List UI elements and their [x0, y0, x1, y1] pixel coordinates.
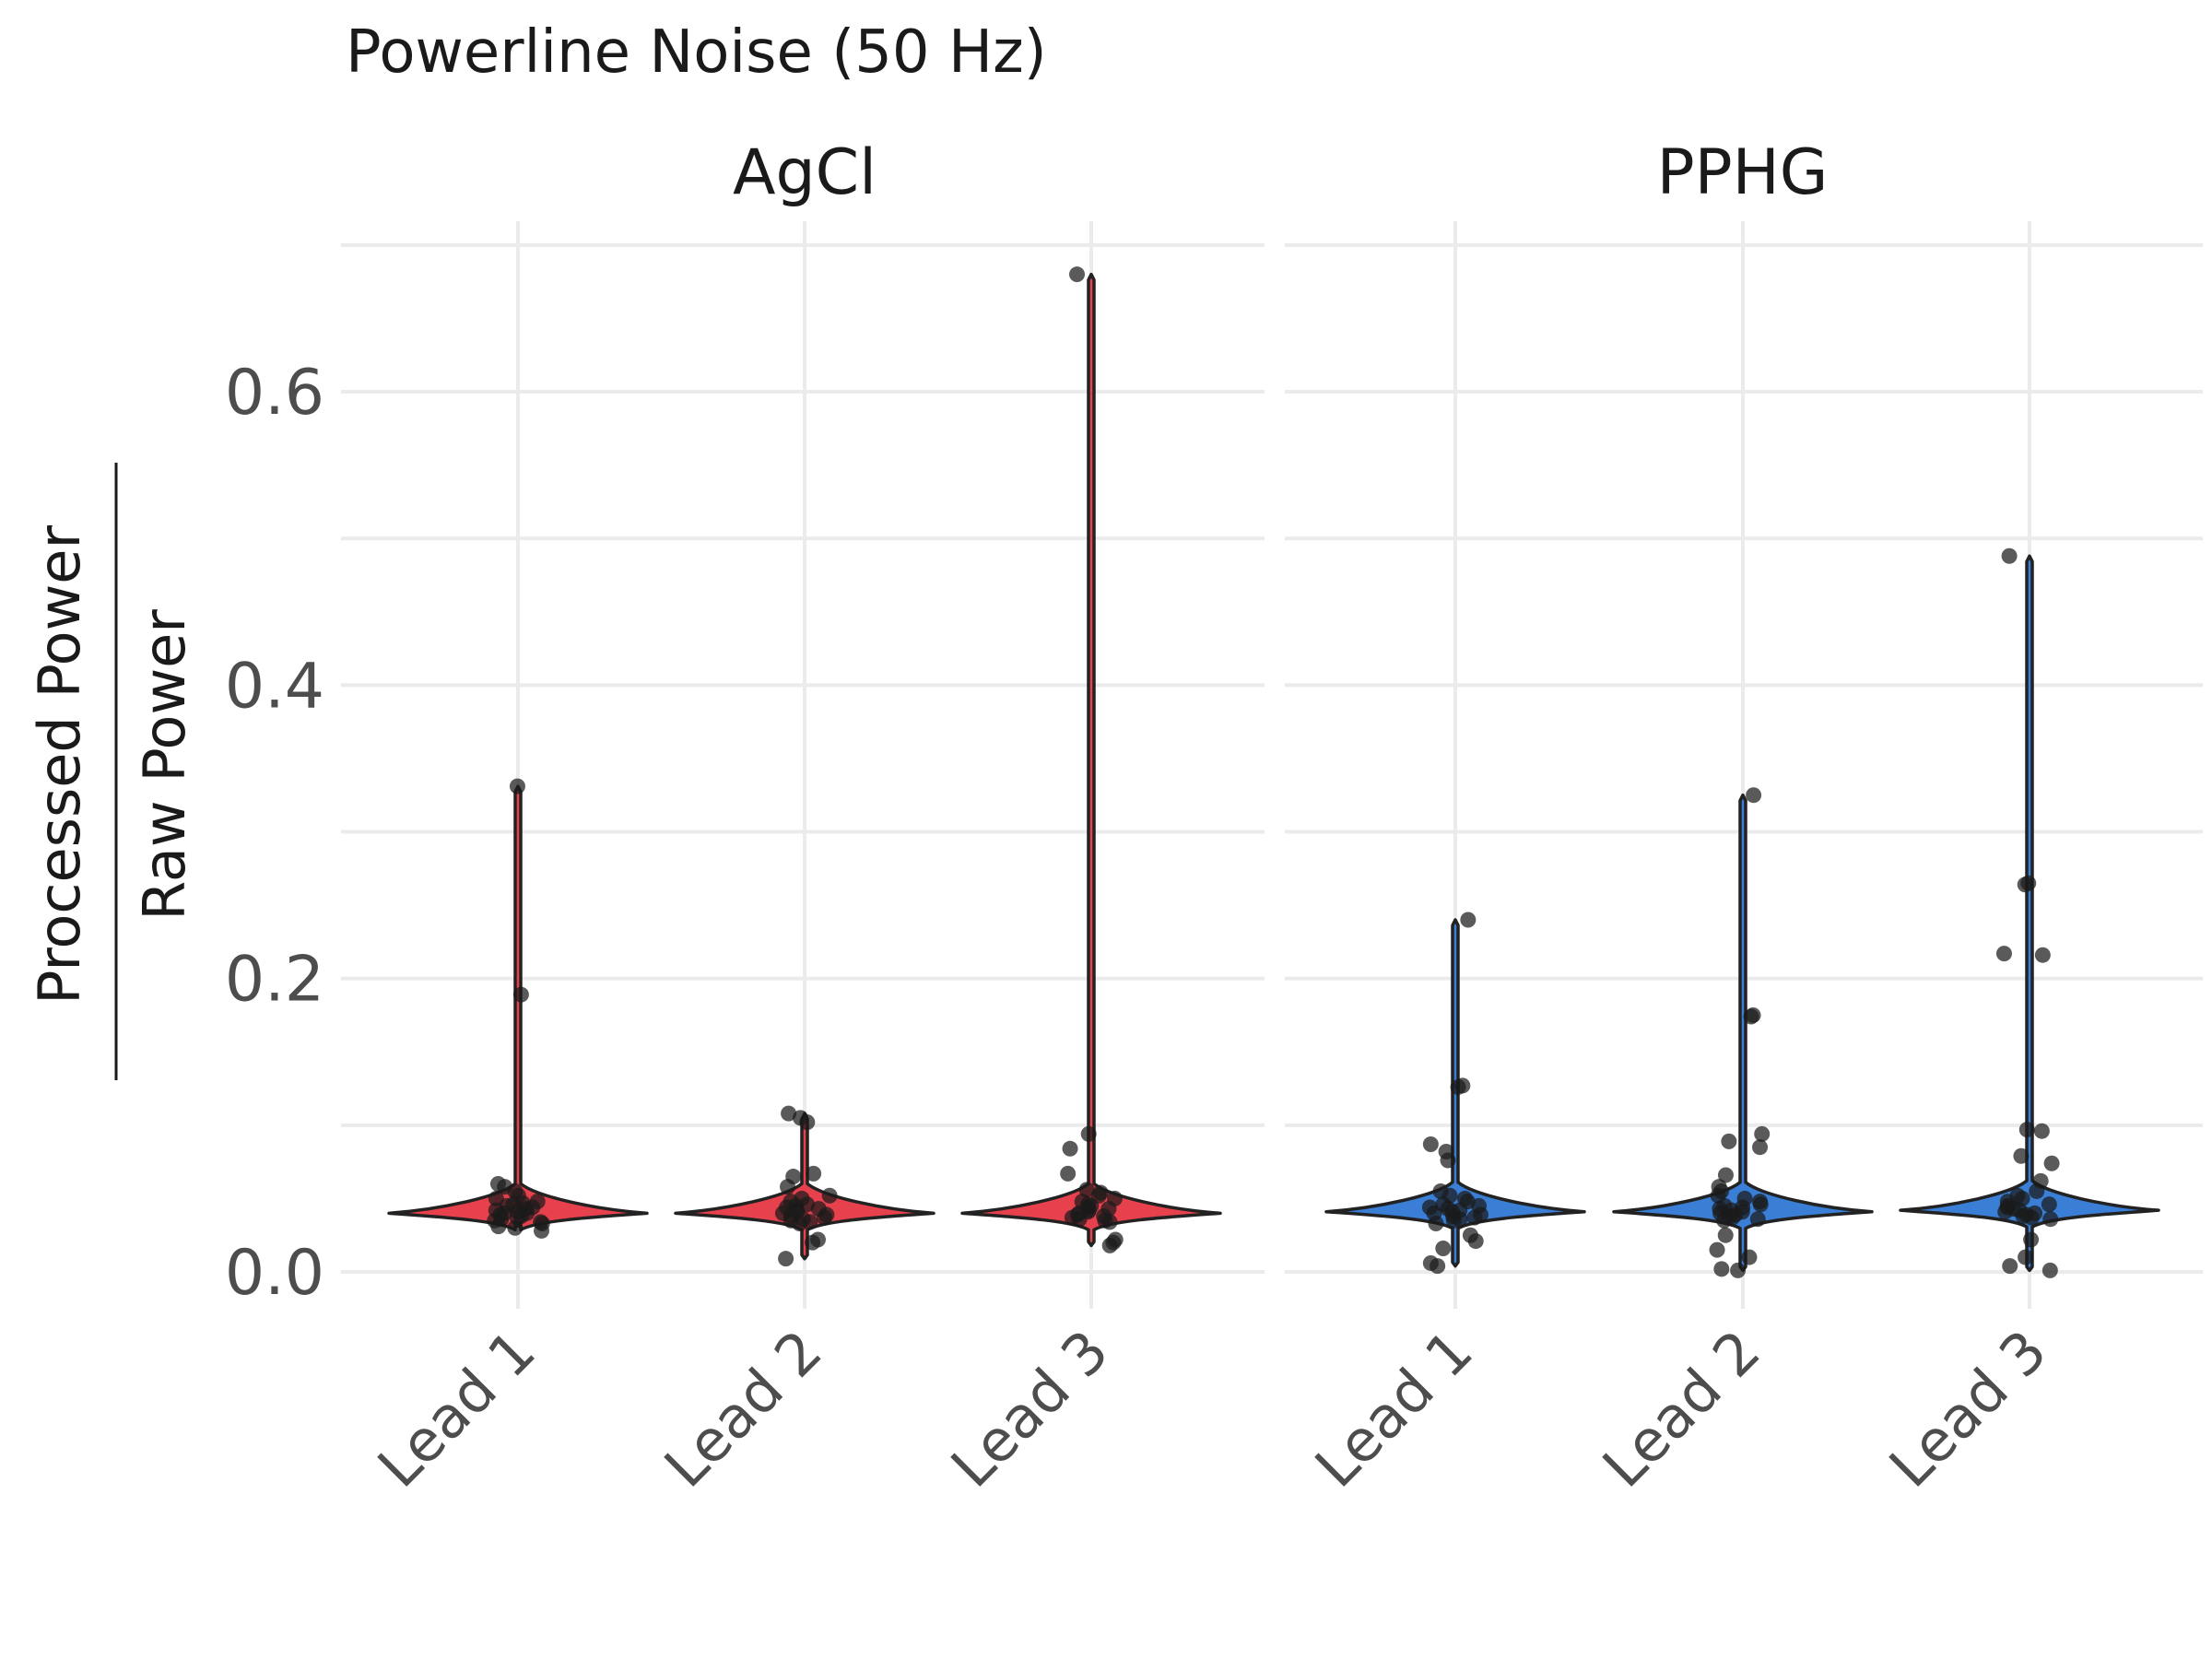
x-tick-label: Lead 3 [938, 1317, 1122, 1500]
data-point [1467, 1233, 1484, 1250]
y-axis-label: Processed Power Raw Power [26, 463, 198, 1080]
data-point [791, 1215, 807, 1231]
violin-group [1899, 547, 2160, 1278]
data-point [1101, 1214, 1118, 1230]
data-point [1440, 1152, 1456, 1169]
data-point [1743, 1008, 1759, 1025]
x-tick-label: Lead 2 [652, 1317, 835, 1500]
data-point [1730, 1262, 1747, 1278]
data-point [1752, 1139, 1769, 1156]
data-point [1060, 1165, 1077, 1182]
data-point [2029, 1182, 2045, 1199]
data-point [2033, 1123, 2050, 1139]
data-point [1713, 1261, 1730, 1277]
data-point [1460, 912, 1477, 928]
data-point [2018, 1122, 2035, 1138]
violin-group [674, 1105, 935, 1267]
data-point [806, 1165, 822, 1182]
data-point [778, 1251, 794, 1267]
y-axis-label-numerator: Processed Power [26, 525, 93, 1005]
data-point [1422, 1136, 1439, 1153]
data-point [1709, 1241, 1725, 1258]
data-point [490, 1218, 507, 1235]
data-point [781, 1105, 797, 1122]
data-point [1746, 787, 1762, 804]
x-tick-label: Lead 3 [1877, 1317, 2060, 1500]
data-point [1445, 1212, 1462, 1229]
data-point [2041, 1196, 2057, 1213]
data-point [1997, 1204, 2014, 1220]
data-point [821, 1187, 838, 1204]
data-point [1071, 1211, 1088, 1228]
x-tick-label: Lead 1 [365, 1317, 548, 1500]
panel-strip-label: PPHG [1657, 136, 1829, 209]
data-point [2017, 877, 2033, 893]
violin-group [960, 266, 1222, 1253]
data-point [534, 1222, 550, 1239]
chart-title: Powerline Noise (50 Hz) [346, 18, 1047, 87]
data-point [2001, 547, 2018, 564]
data-point [1435, 1241, 1452, 1257]
data-point [1717, 1167, 1734, 1183]
violin-group [387, 778, 649, 1239]
violin-body [1899, 554, 2160, 1273]
y-tick-label: 0.0 [225, 1237, 324, 1310]
data-point [1069, 266, 1086, 283]
data-point [1741, 1249, 1758, 1265]
data-point [2041, 1262, 2058, 1278]
data-point [799, 1114, 816, 1131]
panel-strip-label: AgCl [733, 136, 877, 209]
data-point [2013, 1147, 2030, 1164]
plot-layer: AgCl PPHG 0.0 0.2 0.4 0.6 Lead 1 Lead 2 Lead 3 Le… [225, 136, 2203, 1500]
violin-body [387, 784, 649, 1232]
data-point [805, 1234, 821, 1251]
y-axis-label-denominator: Raw Power [131, 609, 198, 921]
data-point [507, 1219, 524, 1236]
data-point [2034, 947, 2051, 963]
violin-group [1324, 912, 1586, 1275]
data-point [2018, 1249, 2034, 1265]
data-point [1717, 1227, 1734, 1243]
data-point [2002, 1258, 2018, 1275]
data-point [1101, 1237, 1118, 1253]
data-point [1430, 1258, 1446, 1275]
data-point [1466, 1209, 1483, 1226]
y-tick-label: 0.2 [225, 944, 324, 1017]
x-tick-label: Lead 1 [1302, 1317, 1486, 1500]
data-point [780, 1179, 796, 1195]
data-point [509, 778, 525, 794]
data-point [1716, 1212, 1733, 1229]
data-point [2014, 1190, 2030, 1206]
data-point [512, 986, 529, 1003]
y-tick-label: 0.4 [225, 650, 324, 723]
data-point [1450, 1078, 1466, 1095]
data-point [2043, 1155, 2060, 1171]
violin-group [1612, 787, 1874, 1278]
data-point [2042, 1211, 2059, 1228]
violin-body [960, 272, 1222, 1248]
data-point [1721, 1133, 1737, 1149]
data-point [1754, 1125, 1771, 1142]
data-point [1752, 1196, 1769, 1213]
data-point [817, 1209, 833, 1226]
data-point [2023, 1209, 2040, 1226]
data-point [1080, 1125, 1097, 1142]
x-tick-label: Lead 2 [1590, 1317, 1773, 1500]
data-point [2023, 1231, 2040, 1248]
y-tick-label: 0.6 [225, 357, 324, 429]
data-point [1995, 946, 2012, 962]
data-point [1749, 1211, 1766, 1228]
violin-body [674, 1112, 935, 1261]
data-point [1078, 1182, 1095, 1198]
data-point [1062, 1140, 1078, 1157]
data-point [1428, 1215, 1444, 1231]
